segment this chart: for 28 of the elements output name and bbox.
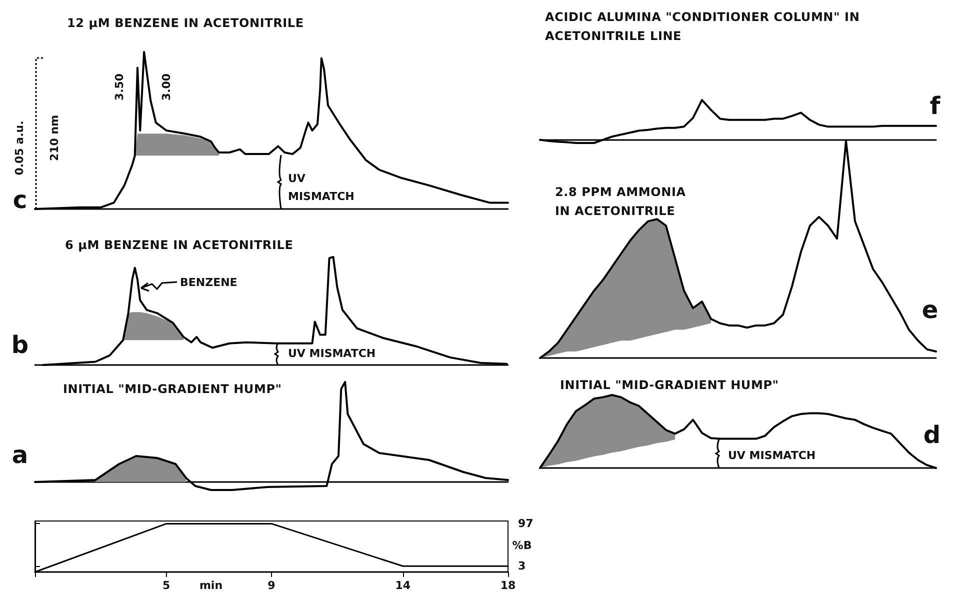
y-tick-label: 3 — [518, 560, 526, 573]
y-tick-label: 97 — [518, 517, 534, 530]
chart-title: INITIAL "MID-GRADIENT HUMP" — [560, 377, 780, 394]
annotation: d — [923, 420, 941, 451]
x-tick-label: 14 — [395, 579, 411, 592]
annotation: 210 nm — [47, 114, 62, 162]
annotation: 3.50 — [112, 73, 128, 100]
text: 2.8 PPM AMMONIA IN ACETONITRILE — [555, 184, 687, 220]
text: c — [12, 184, 28, 216]
x-tick-label: 9 — [268, 579, 276, 592]
annotation: UV MISMATCH — [288, 171, 356, 205]
annotation: UV MISMATCH — [728, 448, 817, 464]
chart-title: 12 μM BENZENE IN ACETONITRILE — [67, 15, 305, 32]
annotation: f — [930, 90, 940, 122]
annotation: e — [922, 294, 938, 326]
text: a — [12, 440, 28, 471]
text: b — [11, 330, 29, 361]
annotation: 3.00 — [159, 73, 174, 101]
annotation: BENZENE — [180, 275, 238, 291]
x-tick-label: 18 — [500, 579, 516, 592]
annotation: UV MISMATCH — [288, 346, 377, 362]
x-axis-title: min — [199, 578, 223, 594]
text: 0.05 a.u. — [12, 120, 28, 176]
chart-title: ACIDIC ALUMINA "CONDITIONER COLUMN" IN ACETONITRILE LINE — [545, 9, 861, 46]
y-axis-title: %B — [512, 538, 532, 554]
chart-title: 6 μM BENZENE IN ACETONITRILE — [65, 237, 294, 254]
x-tick-label: 5 — [162, 579, 170, 592]
chart-title: INITIAL "MID-GRADIENT HUMP" — [63, 381, 283, 398]
